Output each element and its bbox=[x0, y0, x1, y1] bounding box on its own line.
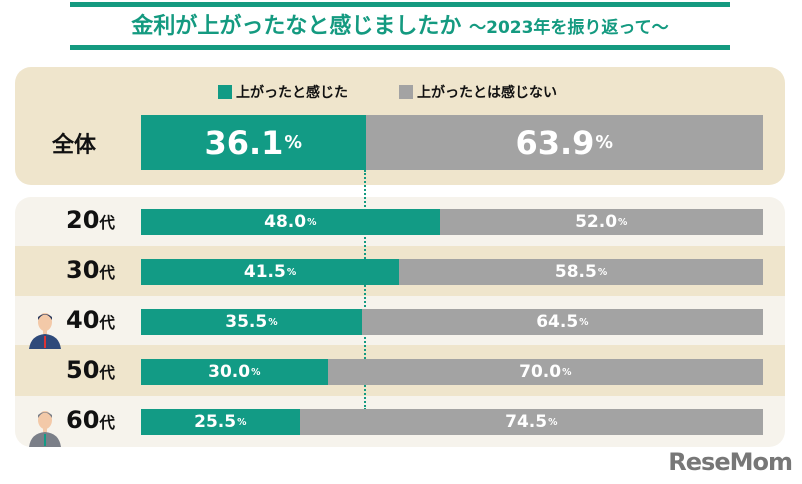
unit-label: % bbox=[562, 366, 572, 378]
bar-not-felt: 70.0% bbox=[327, 359, 763, 385]
bar-50代: 30.0% 70.0% bbox=[141, 359, 763, 385]
subtitle-text: ～2023年を振り返って～ bbox=[469, 18, 669, 38]
bar-30代: 41.5% 58.5% bbox=[141, 259, 763, 285]
category-label: 30代 bbox=[66, 256, 116, 284]
data-label: 63.9 bbox=[515, 123, 595, 162]
bar-not-felt: 74.5% bbox=[299, 409, 763, 435]
legend-swatch bbox=[399, 85, 413, 99]
data-label: 41.5 bbox=[243, 262, 286, 282]
data-label: 48.0 bbox=[264, 212, 307, 232]
legend-label: 上がったと感じた bbox=[236, 85, 348, 101]
resemom-logo: ReseMom bbox=[668, 448, 793, 476]
unit-label: % bbox=[268, 316, 278, 328]
legend-item-not-felt: 上がったとは感じない bbox=[399, 82, 557, 102]
chart-title: 金利が上がったなと感じましたか ～2023年を振り返って～ bbox=[70, 10, 730, 44]
unit-label: % bbox=[251, 366, 261, 378]
bar-total: 36.1% 63.9% bbox=[141, 115, 763, 170]
bar-felt: 48.0% bbox=[141, 209, 440, 235]
unit-label: % bbox=[595, 132, 614, 153]
bar-felt: 25.5% bbox=[141, 409, 300, 435]
title-text: 金利が上がったなと感じましたか bbox=[131, 14, 462, 39]
category-label: 20代 bbox=[66, 206, 116, 234]
bar-60代: 25.5% 74.5% bbox=[141, 409, 763, 435]
person-40s-icon bbox=[29, 313, 61, 349]
data-label: 25.5 bbox=[194, 412, 237, 432]
category-label: 40代 bbox=[66, 306, 116, 334]
unit-label: % bbox=[548, 416, 558, 428]
category-label: 60代 bbox=[66, 406, 116, 434]
category-label-total: 全体 bbox=[52, 133, 97, 158]
legend-swatch bbox=[218, 85, 232, 99]
bar-not-felt: 58.5% bbox=[399, 259, 763, 285]
category-label: 50代 bbox=[66, 356, 116, 384]
data-label: 36.1 bbox=[204, 123, 284, 162]
bar-not-felt: 64.5% bbox=[361, 309, 763, 335]
data-label: 30.0 bbox=[208, 362, 251, 382]
data-label: 58.5 bbox=[554, 262, 597, 282]
bar-felt: 41.5% bbox=[141, 259, 400, 285]
bar-not-felt: 52.0% bbox=[439, 209, 763, 235]
title-rule-bottom bbox=[70, 45, 730, 50]
bar-felt: 35.5% bbox=[141, 309, 362, 335]
bar-40代: 35.5% 64.5% bbox=[141, 309, 763, 335]
unit-label: % bbox=[597, 266, 608, 278]
unit-label: % bbox=[237, 416, 247, 428]
bar-felt: 30.0% bbox=[141, 359, 328, 385]
title-rule-top bbox=[70, 2, 730, 7]
legend-label: 上がったとは感じない bbox=[417, 85, 557, 101]
unit-label: % bbox=[618, 216, 628, 228]
unit-label: % bbox=[284, 132, 303, 153]
data-label: 74.5 bbox=[505, 412, 548, 432]
bar-20代: 48.0% 52.0% bbox=[141, 209, 763, 235]
data-label: 35.5 bbox=[225, 312, 268, 332]
person-60s-icon bbox=[29, 411, 61, 447]
legend-item-felt: 上がったと感じた bbox=[218, 82, 348, 102]
data-label: 52.0 bbox=[575, 212, 618, 232]
bar-not-felt: 63.9% bbox=[365, 115, 763, 170]
unit-label: % bbox=[286, 266, 297, 278]
total-reference-line bbox=[364, 170, 366, 410]
bar-felt: 36.1% bbox=[141, 115, 366, 170]
data-label: 64.5 bbox=[536, 312, 579, 332]
unit-label: % bbox=[579, 316, 589, 328]
unit-label: % bbox=[307, 216, 317, 228]
data-label: 70.0 bbox=[519, 362, 562, 382]
